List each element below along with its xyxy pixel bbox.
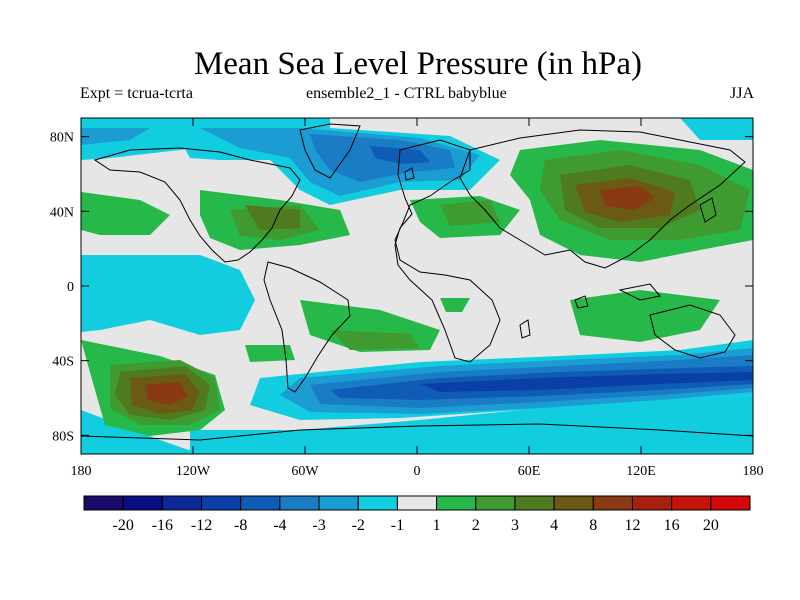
colorbar-label: -3 bbox=[312, 517, 325, 534]
colorbar-swatch bbox=[592, 495, 633, 511]
colorbar-label: -12 bbox=[191, 517, 212, 534]
x-tick-label: 180 bbox=[743, 464, 764, 479]
colorbar-swatch bbox=[318, 495, 359, 511]
contour-darkbrown bbox=[145, 186, 655, 405]
x-tick-label: 60W bbox=[291, 464, 319, 479]
colorbar-swatch bbox=[475, 495, 516, 511]
colorbar-label: -4 bbox=[273, 517, 286, 534]
colorbar-label: 12 bbox=[624, 517, 640, 534]
colorbar-label: 8 bbox=[589, 517, 597, 534]
colorbar-label: -20 bbox=[113, 517, 134, 534]
coastlines bbox=[81, 123, 753, 441]
x-tick-label: 120W bbox=[176, 464, 211, 479]
colorbar-swatch bbox=[122, 495, 163, 511]
colorbar-label: -2 bbox=[352, 517, 365, 534]
pressure-field bbox=[81, 118, 753, 454]
map-title: Mean Sea Level Pressure (in hPa) bbox=[193, 46, 643, 82]
colorbar-label: 4 bbox=[550, 517, 558, 534]
colorbar: -20 -16 -12 -8 -4 -3 -2 -1 1 2 3 4 8 12 16 20 bbox=[83, 495, 751, 534]
colorbar-swatch bbox=[436, 495, 477, 511]
colorbar-label: -1 bbox=[391, 517, 404, 534]
colorbar-swatch bbox=[357, 495, 398, 511]
colorbar-swatch bbox=[710, 495, 751, 511]
colorbar-swatch bbox=[201, 495, 242, 511]
y-tick-label: 80S bbox=[52, 429, 74, 444]
colorbar-label: -8 bbox=[234, 517, 247, 534]
season-label: JJA bbox=[729, 85, 754, 102]
x-tick-label: 120E bbox=[626, 464, 656, 479]
colorbar-swatch bbox=[396, 495, 438, 511]
colorbar-swatch bbox=[240, 495, 281, 511]
experiment-label: Expt = tcrua-tcrta bbox=[80, 85, 193, 102]
y-tick-label: 0 bbox=[67, 280, 74, 295]
colorbar-label: 20 bbox=[703, 517, 719, 534]
colorbar-label: 3 bbox=[511, 517, 519, 534]
x-tick-label: 60E bbox=[518, 464, 541, 479]
y-tick-label: 40S bbox=[52, 355, 74, 370]
colorbar-swatch bbox=[83, 495, 124, 511]
colorbar-label: 1 bbox=[433, 517, 441, 534]
x-tick-label: 180 bbox=[71, 464, 92, 479]
colorbar-label: 2 bbox=[472, 517, 480, 534]
x-tick-label: 0 bbox=[414, 464, 421, 479]
colorbar-swatch bbox=[671, 495, 712, 511]
colorbar-swatch bbox=[514, 495, 555, 511]
ensemble-label: ensemble2_1 - CTRL babyblue bbox=[306, 85, 507, 102]
colorbar-swatch bbox=[279, 495, 320, 511]
colorbar-swatch bbox=[161, 495, 203, 511]
y-tick-label: 80N bbox=[50, 131, 74, 146]
colorbar-label: -16 bbox=[152, 517, 173, 534]
contour-navy bbox=[420, 372, 753, 392]
colorbar-swatch bbox=[631, 495, 673, 511]
axis-ticks: 80N 40N 0 40S 80S 180 120W 60W 0 60E 120E 180 bbox=[50, 118, 764, 479]
colorbar-label: 16 bbox=[664, 517, 680, 534]
colorbar-swatch bbox=[553, 495, 594, 511]
y-tick-label: 40N bbox=[50, 205, 74, 220]
